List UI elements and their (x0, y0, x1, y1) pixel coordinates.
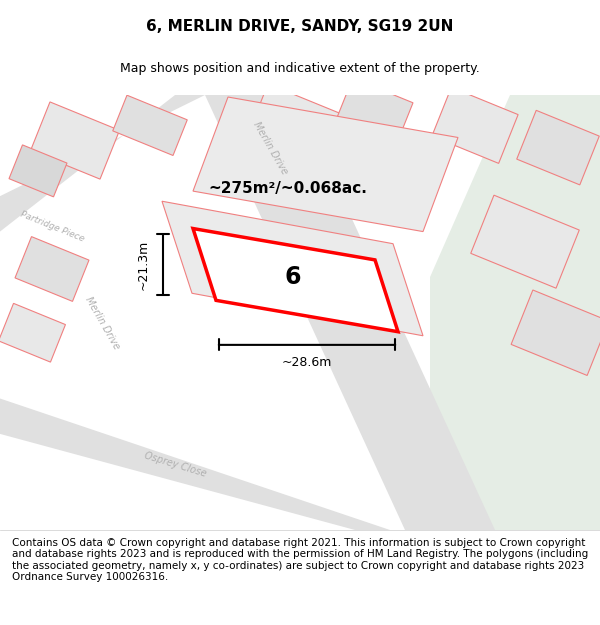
Text: 6, MERLIN DRIVE, SANDY, SG19 2UN: 6, MERLIN DRIVE, SANDY, SG19 2UN (146, 19, 454, 34)
Text: Osprey Close: Osprey Close (143, 450, 208, 479)
Polygon shape (471, 195, 579, 288)
Text: Contains OS data © Crown copyright and database right 2021. This information is : Contains OS data © Crown copyright and d… (12, 538, 588, 582)
Polygon shape (430, 95, 600, 530)
Polygon shape (31, 102, 119, 179)
Polygon shape (511, 290, 600, 376)
Text: ~28.6m: ~28.6m (282, 356, 332, 369)
Text: Merlin Drive: Merlin Drive (251, 119, 289, 176)
Text: Partridge Piece: Partridge Piece (19, 209, 85, 244)
Polygon shape (193, 97, 458, 232)
Text: Merlin Drive: Merlin Drive (83, 294, 121, 351)
Polygon shape (432, 88, 518, 163)
Polygon shape (9, 145, 67, 197)
Polygon shape (15, 237, 89, 301)
Polygon shape (248, 84, 352, 167)
Polygon shape (0, 399, 390, 530)
Text: 6: 6 (285, 265, 301, 289)
Polygon shape (113, 95, 187, 156)
Polygon shape (337, 78, 413, 142)
Text: Map shows position and indicative extent of the property.: Map shows position and indicative extent… (120, 62, 480, 75)
Polygon shape (0, 303, 65, 362)
Polygon shape (162, 201, 423, 336)
Polygon shape (205, 95, 495, 530)
Polygon shape (517, 111, 599, 185)
Polygon shape (193, 229, 398, 332)
Text: ~275m²/~0.068ac.: ~275m²/~0.068ac. (209, 181, 367, 196)
Polygon shape (0, 95, 205, 232)
Text: ~21.3m: ~21.3m (137, 239, 149, 289)
